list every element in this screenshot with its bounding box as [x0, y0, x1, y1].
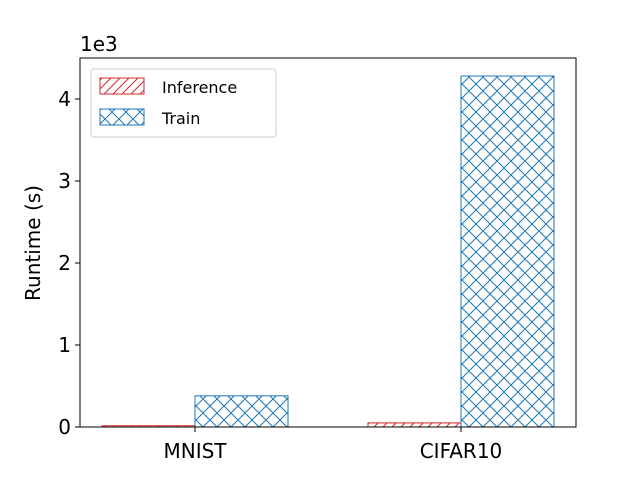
x-tick-label-mnist: MNIST: [163, 439, 227, 463]
plot-frame: [79, 57, 577, 428]
bars-group: [101, 75, 555, 428]
legend-swatch-train: [99, 108, 145, 126]
y-offset-label: 1e3: [80, 32, 118, 56]
y-axis-title: Runtime (s): [21, 185, 45, 301]
y-tick-label: 2: [58, 251, 71, 275]
legend-swatch-inference: [99, 77, 145, 95]
x-tick-label-cifar10: CIFAR10: [420, 439, 503, 463]
legend-label-inference: Inference: [162, 78, 237, 97]
x-axis: MNIST CIFAR10: [163, 427, 502, 463]
y-tick-label: 3: [58, 169, 71, 193]
y-axis: 0 1 2 3 4: [58, 87, 80, 439]
y-tick-label: 4: [58, 87, 71, 111]
y-tick-label: 1: [58, 333, 71, 357]
bar-inference-cifar10: [367, 422, 462, 428]
bar-train-mnist: [194, 395, 289, 428]
bar-train-cifar10: [460, 75, 555, 428]
legend: Inference Train: [90, 68, 277, 138]
y-tick-label: 0: [58, 415, 71, 439]
legend-label-train: Train: [161, 109, 200, 128]
